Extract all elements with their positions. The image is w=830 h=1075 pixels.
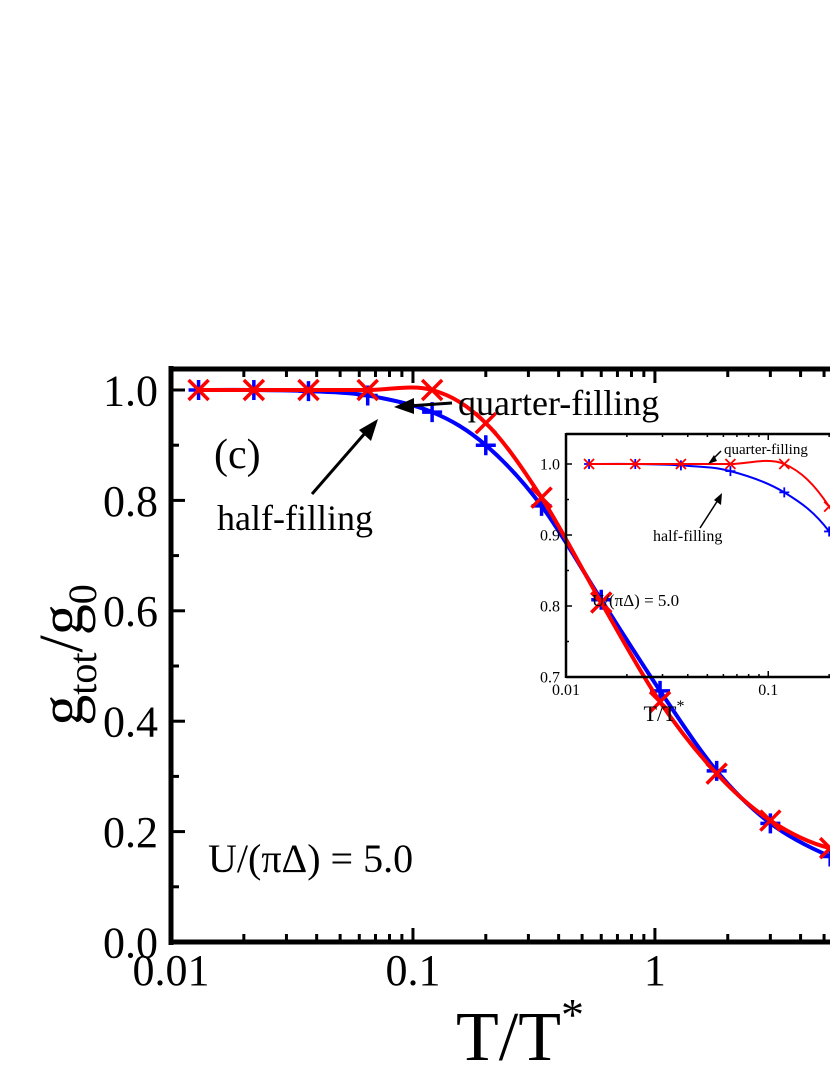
- inset-frame: [564, 432, 830, 679]
- y-tick-label: 1.0: [103, 366, 158, 415]
- x-tick-label: 1: [644, 946, 666, 995]
- y-tick-label: 0.0: [103, 918, 158, 967]
- data-point-x-marker: [648, 690, 672, 714]
- inset-plot-area: [583, 458, 830, 537]
- data-point-x-marker: [818, 836, 830, 860]
- data-point-x-marker: [823, 500, 830, 513]
- x-tick-label: 0.01: [552, 682, 580, 699]
- data-point-x-marker: [724, 458, 737, 470]
- y-tick-label: 0.8: [540, 599, 560, 616]
- data-point-x-marker: [242, 378, 266, 402]
- inset-quarter-filling-arrow: [708, 450, 722, 464]
- quarter-filling-annotation: quarter-filling: [458, 383, 659, 423]
- data-point-plus-marker: [779, 487, 790, 498]
- data-point-plus-marker: [824, 526, 830, 537]
- x-tick-label: 0.01: [133, 946, 210, 995]
- y-tick-label: 0.2: [103, 808, 158, 857]
- main-plot-area: [187, 378, 830, 867]
- half-filling-arrow: [310, 419, 378, 495]
- data-point-x-marker: [530, 486, 553, 509]
- main-ticks: 0.010.11100.00.20.40.60.81.0: [103, 366, 826, 995]
- inset-quarter-filling-annotation: quarter-filling: [724, 442, 808, 458]
- data-point-x-marker: [420, 378, 444, 402]
- inset-half-filling-annotation: half-filling: [653, 528, 722, 545]
- data-point-x-marker: [590, 591, 613, 614]
- y-tick-label: 1.0: [540, 457, 560, 474]
- data-point-plus-marker: [725, 466, 736, 477]
- interaction-annotation: U/(πΔ) = 5.0: [208, 836, 413, 881]
- y-tick-label: 0.7: [540, 670, 560, 687]
- inset-ticks: 0.01 0.1 0.7 0.8 0.9 1.0: [540, 434, 830, 699]
- data-point-x-marker: [705, 762, 728, 785]
- y-tick-label: 0.9: [540, 528, 560, 545]
- inset-interaction-annotation: U/(πΔ) = 5.0: [592, 591, 679, 610]
- data-point-plus-marker: [475, 435, 496, 456]
- y-tick-label: 0.4: [103, 698, 158, 747]
- main-frame: [168, 366, 830, 945]
- y-tick-label: 0.6: [103, 587, 158, 636]
- quarter-filling-arrow: [394, 398, 453, 414]
- y-tick-label: 0.8: [103, 477, 158, 526]
- y-axis-label: gtot/g0: [28, 584, 105, 725]
- x-tick-label: 0.1: [385, 946, 440, 995]
- inset-half-filling-arrow: [699, 493, 722, 529]
- series-line-quarter-filling: [198, 385, 830, 851]
- data-point-x-marker: [474, 411, 498, 435]
- inset-x-axis-label: T/T*: [644, 698, 685, 726]
- data-point-x-marker: [629, 458, 641, 470]
- x-tick-label: 0.1: [758, 682, 778, 699]
- data-point-x-marker: [759, 809, 782, 832]
- data-point-x-marker: [675, 458, 687, 470]
- panel-label: (c): [214, 432, 261, 478]
- x-axis-label: T/T*: [456, 989, 584, 1075]
- data-point-x-marker: [778, 458, 790, 470]
- series-line-half-filling: [198, 387, 830, 859]
- data-point-x-marker: [187, 378, 210, 402]
- data-point-x-marker: [356, 378, 379, 402]
- data-point-plus-marker: [675, 460, 686, 471]
- data-point-x-marker: [297, 378, 320, 402]
- half-filling-annotation: half-filling: [217, 498, 373, 538]
- data-point-x-marker: [583, 458, 595, 470]
